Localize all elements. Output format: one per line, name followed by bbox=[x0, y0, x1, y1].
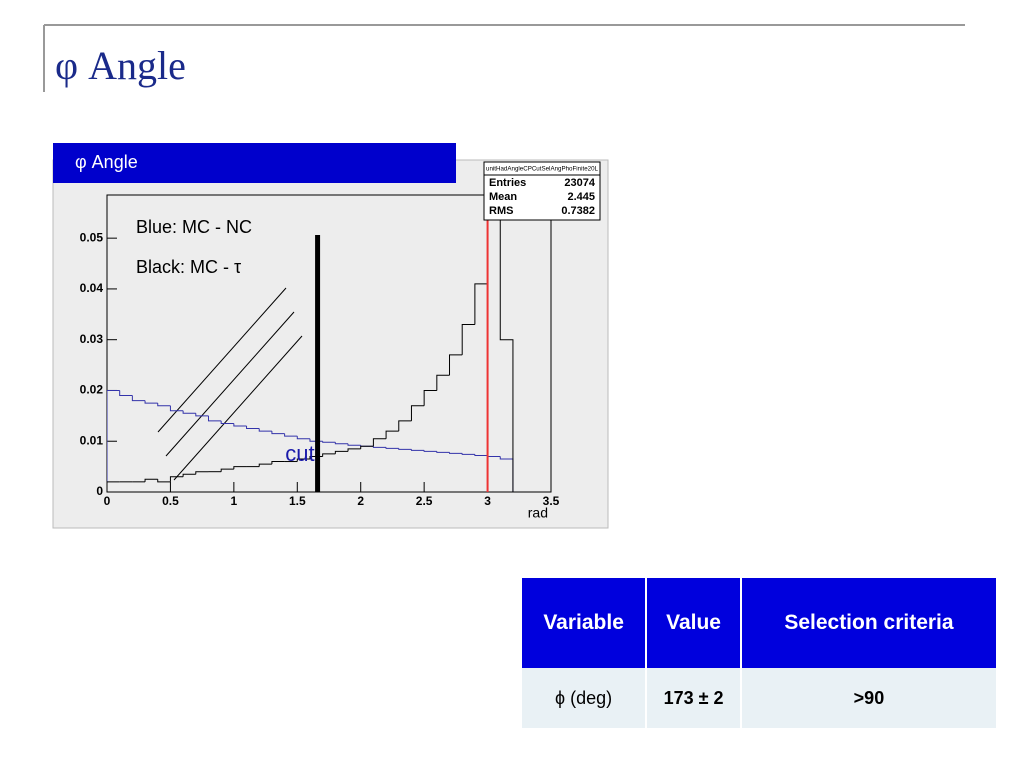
histogram-bin bbox=[499, 197, 514, 492]
stats-key: Entries bbox=[489, 177, 526, 189]
histogram-bin bbox=[410, 449, 425, 451]
y-tick-label: 0.05 bbox=[80, 230, 104, 244]
y-tick-label: 0.02 bbox=[80, 383, 104, 397]
histogram-bin bbox=[296, 436, 310, 440]
histogram-bin bbox=[107, 389, 120, 492]
cell: 173 ± 2 bbox=[645, 668, 741, 728]
histogram-bin bbox=[220, 468, 234, 472]
stats-key: Mean bbox=[489, 191, 517, 203]
cut-label: cut bbox=[285, 441, 314, 466]
histogram-bin bbox=[410, 405, 425, 421]
stats-value: 23074 bbox=[564, 177, 595, 189]
histogram-bin bbox=[144, 400, 158, 404]
histogram-bin bbox=[322, 441, 336, 443]
histogram-bin bbox=[271, 431, 285, 435]
histogram-bin bbox=[169, 405, 184, 412]
stats-value: 0.7382 bbox=[561, 205, 595, 217]
histogram-bin bbox=[144, 478, 158, 482]
histogram-bin bbox=[398, 448, 412, 450]
x-tick-label: 1 bbox=[231, 494, 238, 508]
histogram-bin bbox=[169, 476, 184, 482]
histogram-bin bbox=[347, 443, 361, 446]
histogram-bin bbox=[360, 445, 374, 449]
histogram-bin bbox=[474, 283, 488, 325]
histogram-bin bbox=[157, 403, 171, 407]
histogram-bin bbox=[322, 453, 336, 457]
histogram-bin bbox=[119, 390, 133, 397]
header-cell: Variable bbox=[519, 578, 647, 668]
x-tick-label: 2.5 bbox=[416, 494, 433, 508]
histogram-bin bbox=[284, 433, 298, 437]
header-cell: Value bbox=[645, 578, 741, 668]
histogram-bin bbox=[461, 323, 475, 355]
x-tick-label: 3 bbox=[484, 494, 491, 508]
histogram-bin bbox=[449, 452, 463, 454]
histogram-bin bbox=[182, 410, 196, 414]
histogram-bin bbox=[233, 423, 247, 427]
y-tick-label: 0 bbox=[96, 484, 103, 498]
y-tick-label: 0.04 bbox=[80, 281, 104, 295]
histogram-bin bbox=[398, 420, 412, 432]
y-tick-label: 0.01 bbox=[80, 433, 104, 447]
histogram-bin bbox=[131, 395, 146, 402]
histogram-bin bbox=[334, 450, 349, 454]
histogram-bin bbox=[258, 463, 272, 467]
stats-box bbox=[483, 161, 601, 221]
histogram-bin bbox=[474, 454, 488, 456]
stats-value: 2.445 bbox=[567, 191, 595, 203]
histogram-bin bbox=[461, 453, 475, 455]
x-tick-label: 0.5 bbox=[162, 494, 179, 508]
histogram-bin bbox=[436, 451, 450, 453]
histogram-bin bbox=[220, 420, 234, 424]
hatch bbox=[157, 287, 303, 481]
x-tick-label: 1.5 bbox=[289, 494, 306, 508]
y-tick-label: 0.03 bbox=[80, 332, 104, 346]
histogram-bin bbox=[385, 430, 399, 439]
histogram-bin bbox=[372, 438, 387, 447]
histogram-bin bbox=[107, 481, 120, 492]
x-tick-label: 0 bbox=[104, 494, 111, 508]
histogram-bin bbox=[258, 428, 272, 432]
histogram-bin bbox=[182, 473, 196, 477]
histogram-bin bbox=[157, 479, 171, 483]
cell: ϕ (deg) bbox=[519, 668, 647, 728]
summary-table: Variable Value Selection criteria ϕ (deg… bbox=[519, 578, 996, 728]
table-header: Variable Value Selection criteria bbox=[519, 578, 996, 668]
plot-frame bbox=[106, 194, 552, 493]
x-tick-label: 2 bbox=[357, 494, 364, 508]
histogram-bin bbox=[423, 389, 437, 406]
hatch-line bbox=[173, 335, 303, 481]
legend-entry: Blue: MC - NC bbox=[136, 217, 252, 237]
table-row: ϕ (deg) 173 ± 2 >90 bbox=[519, 668, 996, 728]
histogram-bin bbox=[385, 447, 399, 449]
histogram-bin bbox=[423, 450, 437, 452]
histogram-bin bbox=[334, 442, 349, 445]
stats-title: unitHadAngleCPCutSelAngPhoFinite20L bbox=[486, 167, 599, 173]
hatch-line bbox=[157, 287, 287, 433]
histogram-bin bbox=[233, 466, 247, 470]
histogram-bin bbox=[246, 426, 260, 430]
histogram-bin bbox=[207, 415, 222, 422]
histogram-bin bbox=[296, 458, 310, 462]
x-tick-label: 3.5 bbox=[543, 494, 560, 508]
histogram-bin bbox=[195, 413, 209, 417]
stats-key: RMS bbox=[489, 205, 513, 217]
cell: >90 bbox=[739, 668, 996, 728]
legend-entry: Black: MC - τ bbox=[136, 257, 241, 277]
histogram-bin bbox=[436, 374, 450, 391]
x-axis-label: rad bbox=[528, 505, 548, 521]
histogram-bin bbox=[195, 471, 209, 475]
histogram-bin bbox=[449, 354, 463, 376]
header-cell: Selection criteria bbox=[739, 578, 996, 668]
histogram-bin bbox=[347, 448, 361, 452]
chart-title: φ Angle bbox=[75, 152, 138, 172]
chart-title-box bbox=[53, 143, 456, 183]
chart-panel bbox=[52, 159, 609, 529]
histogram-bin bbox=[271, 461, 285, 465]
hatch-line bbox=[165, 311, 295, 457]
slide-title: φ Angle bbox=[55, 43, 186, 88]
